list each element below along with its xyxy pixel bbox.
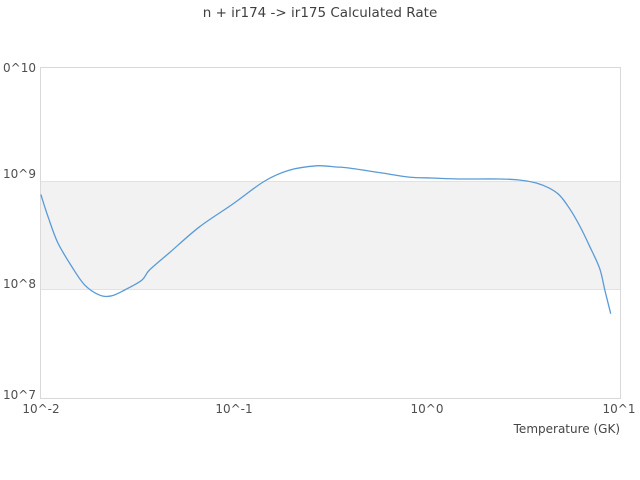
- rate-curve: [40, 165, 612, 314]
- plot-area[interactable]: [40, 67, 621, 399]
- y-tick-1e8: 10^8: [3, 277, 36, 291]
- y-tick-1e7: 10^7: [3, 388, 36, 402]
- x-axis-label: Temperature (GK): [513, 422, 620, 436]
- y-tick-1e10: 0^10: [3, 61, 36, 75]
- x-tick-1e0: 10^0: [410, 402, 444, 416]
- highlight-band: [41, 181, 620, 290]
- x-tick-1e1: 10^1: [602, 402, 636, 416]
- chart-title: n + ir174 -> ir175 Calculated Rate: [202, 5, 438, 21]
- y-tick-1e9: 10^9: [3, 167, 36, 181]
- rate-curve-svg: [40, 165, 612, 314]
- x-tick-1e-1: 10^-1: [215, 402, 253, 416]
- x-tick-1e-2: 10^-2: [22, 402, 60, 416]
